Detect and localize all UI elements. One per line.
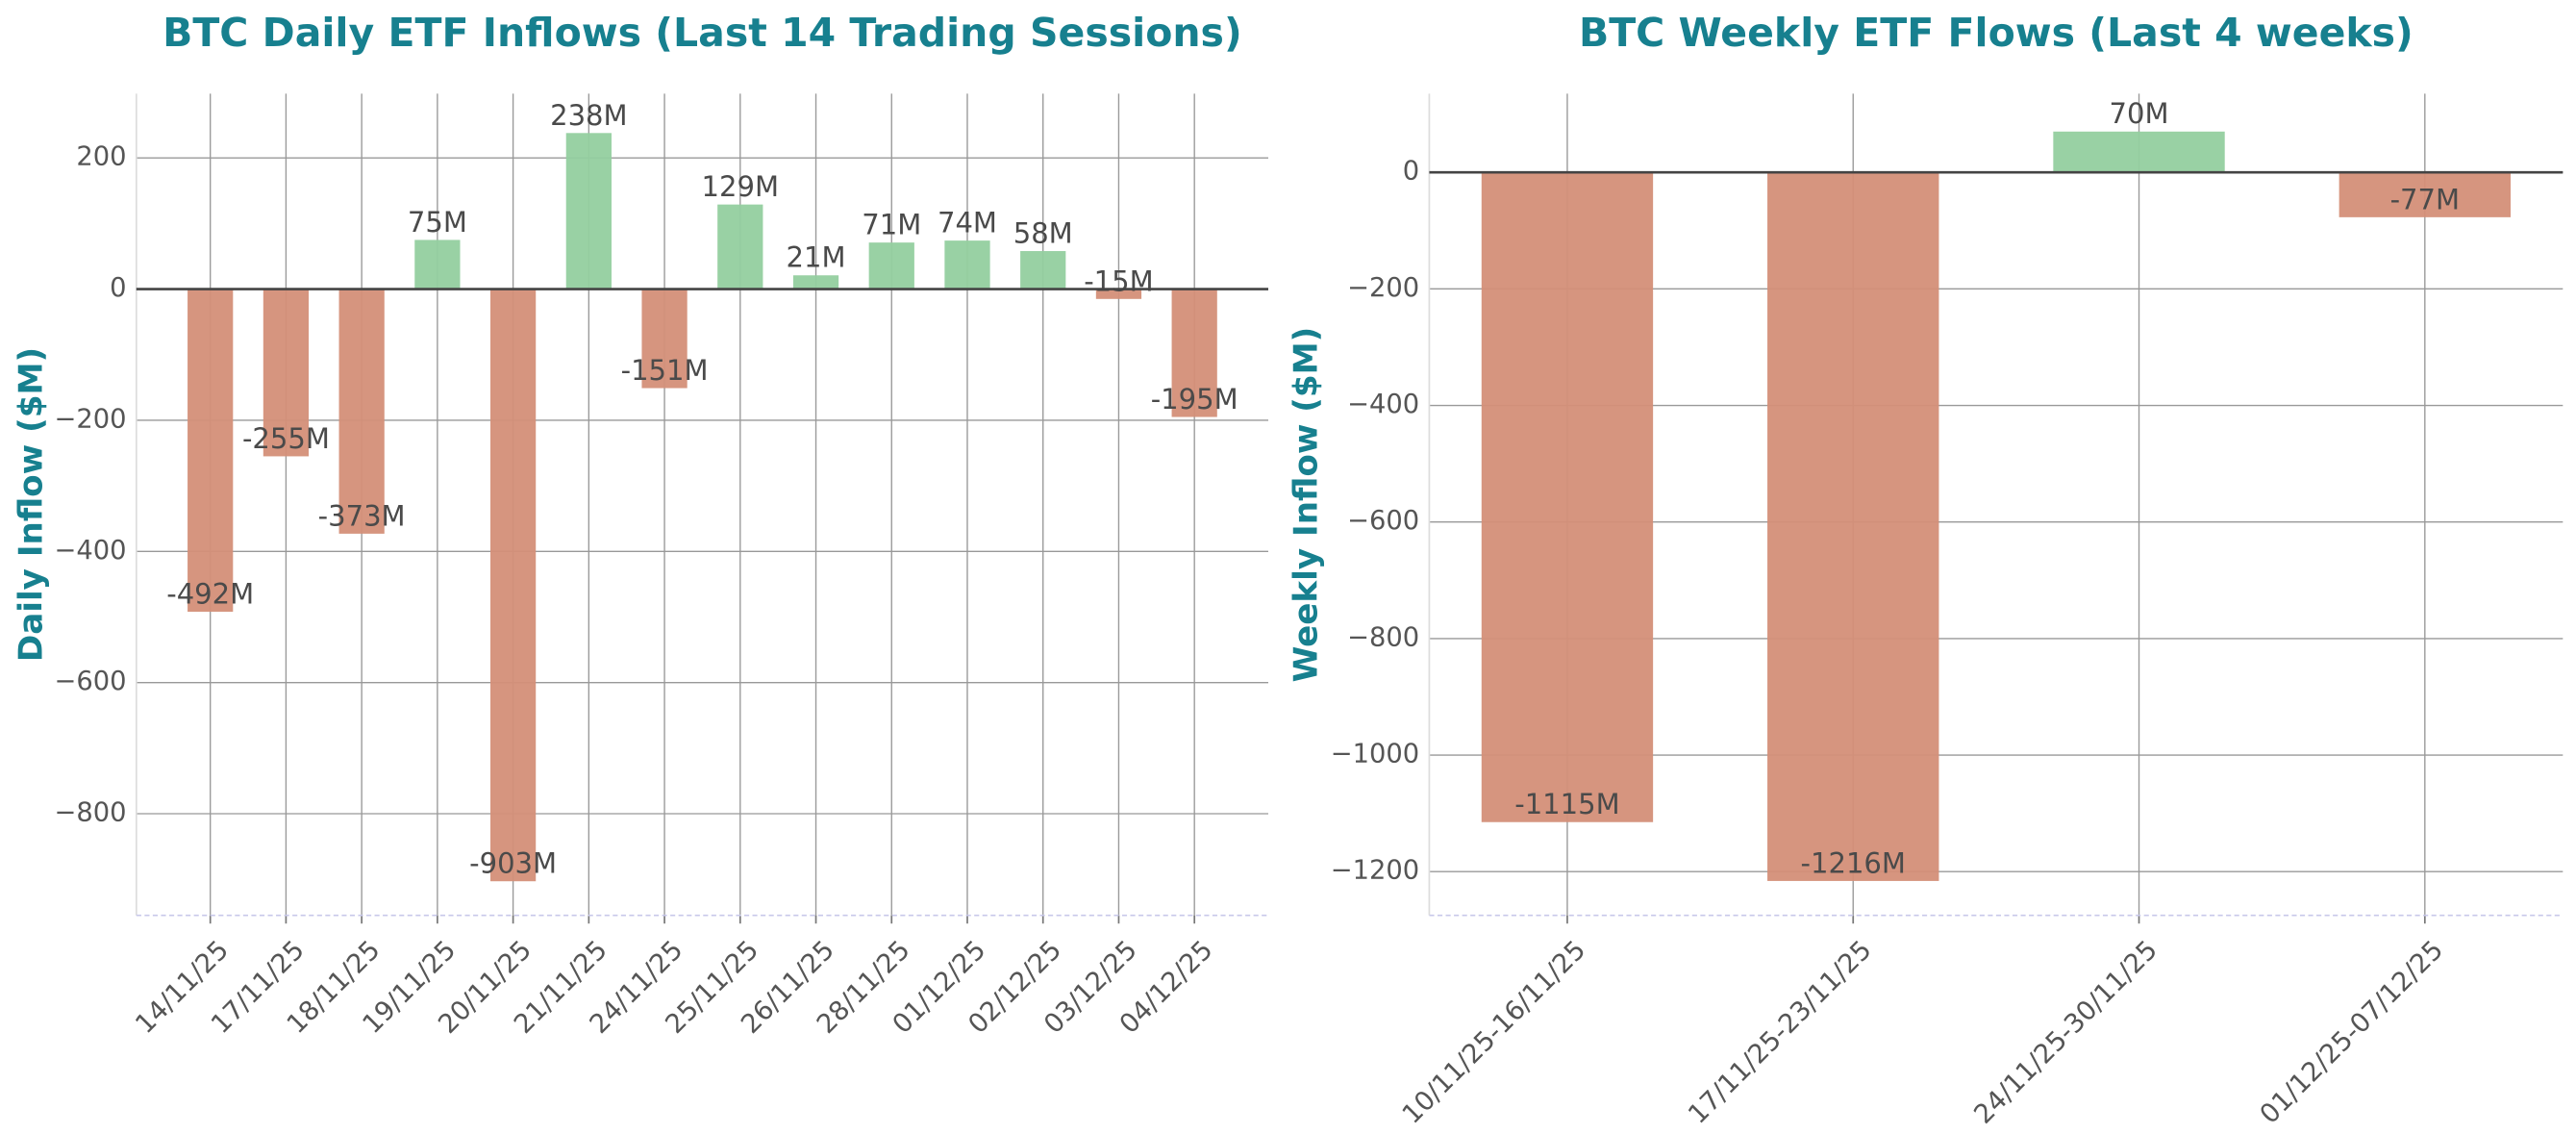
value-label: -1115M — [1514, 788, 1619, 820]
bar — [188, 289, 234, 613]
value-label: -492M — [166, 577, 254, 610]
y-tick-label: −200 — [1347, 273, 1419, 303]
bar — [414, 239, 461, 290]
y-tick-label: −800 — [54, 798, 126, 828]
value-label: 129M — [702, 170, 779, 203]
chart-title: BTC Daily ETF Inflows (Last 14 Trading S… — [163, 10, 1242, 56]
y-tick-label: 200 — [76, 142, 126, 172]
y-tick-label: −1200 — [1331, 856, 1419, 886]
bar — [1095, 289, 1142, 299]
value-label: 75M — [408, 206, 467, 239]
x-tick-label: 24/11/25-30/11/25 — [1968, 935, 2163, 1129]
bar — [641, 289, 688, 389]
value-label: 74M — [938, 207, 997, 239]
value-label: -1216M — [1801, 846, 1906, 879]
bar — [1171, 289, 1217, 417]
value-label: -255M — [242, 422, 330, 455]
value-label: 71M — [862, 209, 921, 241]
value-label: -77M — [2390, 183, 2460, 215]
bar — [944, 240, 990, 290]
y-tick-label: −800 — [1347, 622, 1419, 652]
bar — [792, 275, 839, 290]
bar — [1020, 251, 1066, 290]
value-label: -151M — [621, 354, 709, 387]
bar — [338, 289, 385, 534]
bar — [868, 242, 914, 290]
y-axis-label: Weekly Inflow ($M) — [1288, 327, 1326, 683]
chart-title: BTC Weekly ETF Flows (Last 4 weeks) — [1579, 10, 2413, 56]
value-label: -373M — [318, 499, 406, 532]
bar — [565, 133, 612, 290]
value-label: 58M — [1013, 216, 1073, 249]
value-label: -15M — [1084, 265, 1153, 297]
value-label: 21M — [787, 241, 846, 274]
y-tick-label: −600 — [1347, 506, 1419, 536]
y-tick-label: 0 — [110, 273, 126, 303]
y-tick-label: −400 — [1347, 390, 1419, 419]
value-label: -195M — [1151, 383, 1238, 416]
x-tick-label: 17/11/25-23/11/25 — [1683, 935, 1877, 1129]
y-tick-label: 0 — [1403, 157, 1419, 187]
y-tick-label: −400 — [54, 536, 126, 566]
x-tick-label: 10/11/25-16/11/25 — [1397, 935, 1591, 1129]
value-label: 238M — [550, 99, 627, 132]
y-tick-label: −200 — [54, 404, 126, 434]
bar — [1481, 172, 1654, 822]
y-tick-label: −1000 — [1331, 740, 1419, 769]
value-label: 70M — [2110, 97, 2169, 130]
bar — [717, 204, 763, 290]
bar — [263, 289, 310, 457]
y-axis-label: Daily Inflow ($M) — [13, 347, 51, 662]
value-label: -903M — [469, 847, 557, 880]
x-tick-label: 01/12/25-07/12/25 — [2255, 935, 2449, 1129]
bar — [489, 289, 537, 882]
bar — [2338, 172, 2511, 217]
bar — [2053, 131, 2225, 173]
bar — [1767, 172, 1939, 881]
y-tick-label: −600 — [54, 667, 126, 696]
